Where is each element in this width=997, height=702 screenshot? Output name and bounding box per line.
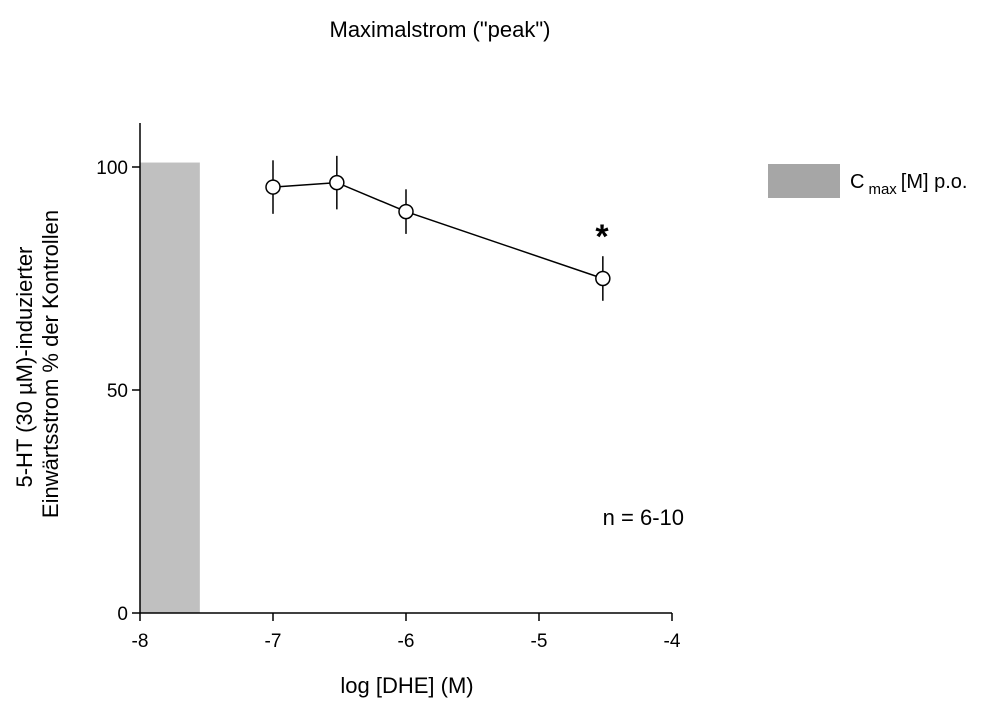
legend-swatch (768, 164, 840, 198)
legend-label-sub: max (868, 181, 897, 198)
legend-label-main: C (850, 171, 864, 193)
chart-title: Maximalstrom ("peak") (330, 17, 551, 42)
x-tick-label: -8 (132, 631, 149, 652)
cmax-band (140, 162, 200, 614)
x-tick-label: -7 (265, 631, 282, 652)
series-line (272, 181, 604, 280)
y-tick-label: 50 (107, 381, 128, 402)
y-tick-label: 0 (117, 604, 128, 625)
y-tick-label: 100 (96, 158, 128, 179)
x-tick-label: -4 (664, 631, 681, 652)
y-axis-title-line-1: 5-HT (30 µM)-induzierter (12, 247, 37, 488)
x-tick-label: -5 (531, 631, 548, 652)
y-axis-title: 5-HT (30 µM)-induzierter Einwärtsstrom %… (12, 210, 63, 518)
legend-label-rest: [M] p.o. (901, 171, 968, 193)
data-point (398, 203, 414, 220)
x-axis-title: log [DHE] (M) (340, 673, 473, 698)
y-axis-title-line-2: Einwärtsstrom % der Kontrollen (38, 210, 63, 518)
data-point (265, 179, 281, 195)
data-point (329, 174, 345, 191)
x-tick-label: -6 (398, 631, 415, 652)
significance-star: * (595, 218, 609, 256)
data-point (595, 270, 611, 287)
n-annotation: n = 6-10 (603, 505, 684, 530)
